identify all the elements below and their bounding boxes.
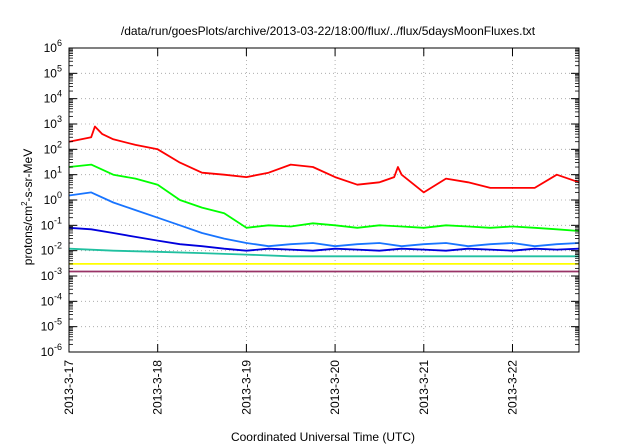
y-tick-label: 106 (44, 38, 62, 55)
y-tick-exponent: -5 (54, 317, 62, 327)
y-tick-labels: 10-610-510-410-310-210-11001011021031041… (41, 38, 62, 359)
y-tick-label: 102 (44, 139, 62, 156)
x-tick-labels: 2013-3-17 2013-3-18 2013-3-19 2013-3-20 2013… (62, 360, 519, 415)
y-tick-base: 10 (44, 193, 58, 207)
chart-title: /data/run/goesPlots/archive/2013-03-22/1… (121, 24, 536, 38)
y-tick-label: 10-5 (41, 317, 62, 334)
y-axis-label-prefix: protons/cm (21, 206, 35, 265)
ticks (68, 47, 579, 353)
x-tick-label: 2013-3-20 (328, 360, 342, 415)
series-line (68, 163, 580, 232)
y-tick-label: 103 (44, 114, 62, 131)
x-tick-label: 2013-3-22 (505, 360, 519, 415)
x-tick-label: 2013-3-19 (239, 360, 253, 415)
y-tick-base: 10 (44, 117, 58, 131)
grid (69, 48, 579, 352)
y-tick-exponent: -3 (54, 266, 62, 276)
y-tick-base: 10 (41, 320, 55, 334)
y-tick-exponent: 6 (57, 38, 62, 48)
series-group (68, 125, 580, 273)
y-axis-label-suffix: -s-sr-MeV (21, 149, 35, 202)
y-tick-label: 105 (44, 63, 62, 80)
y-tick-label: 100 (44, 190, 62, 207)
x-tick-label: 2013-3-17 (62, 360, 76, 415)
y-tick-label: 10-1 (41, 215, 62, 232)
y-tick-label: 104 (44, 89, 62, 106)
y-tick-exponent: 2 (57, 139, 62, 149)
y-tick-label: 101 (44, 165, 62, 182)
y-tick-label: 10-4 (41, 291, 62, 308)
series-line (68, 125, 580, 194)
y-axis-label-superscript: 2 (20, 201, 29, 206)
y-tick-base: 10 (41, 218, 55, 232)
y-tick-base: 10 (44, 66, 58, 80)
y-tick-base: 10 (41, 294, 55, 308)
y-tick-base: 10 (44, 92, 58, 106)
y-axis-label: protons/cm2-s-sr-MeV (20, 149, 35, 265)
y-tick-exponent: 1 (57, 165, 62, 175)
series-line (68, 247, 579, 258)
series-line (68, 226, 580, 252)
y-tick-exponent: 3 (57, 114, 62, 124)
y-tick-base: 10 (41, 244, 55, 258)
y-tick-exponent: 5 (57, 63, 62, 73)
y-tick-label: 10-3 (41, 266, 62, 283)
y-tick-base: 10 (44, 168, 58, 182)
y-tick-exponent: -2 (54, 241, 62, 251)
y-tick-exponent: 0 (57, 190, 62, 200)
y-tick-exponent: -1 (54, 215, 62, 225)
y-tick-exponent: -6 (54, 342, 62, 352)
series-line (68, 191, 580, 248)
y-tick-base: 10 (44, 41, 58, 55)
y-tick-exponent: 4 (57, 89, 62, 99)
y-tick-label: 10-6 (41, 342, 62, 359)
y-tick-label: 10-2 (41, 241, 62, 258)
x-tick-label: 2013-3-18 (151, 360, 165, 415)
y-tick-base: 10 (41, 345, 55, 359)
x-axis-label: Coordinated Universal Time (UTC) (231, 430, 415, 444)
y-tick-base: 10 (41, 269, 55, 283)
x-tick-label: 2013-3-21 (417, 360, 431, 415)
y-tick-exponent: -4 (54, 291, 62, 301)
y-tick-base: 10 (44, 142, 58, 156)
